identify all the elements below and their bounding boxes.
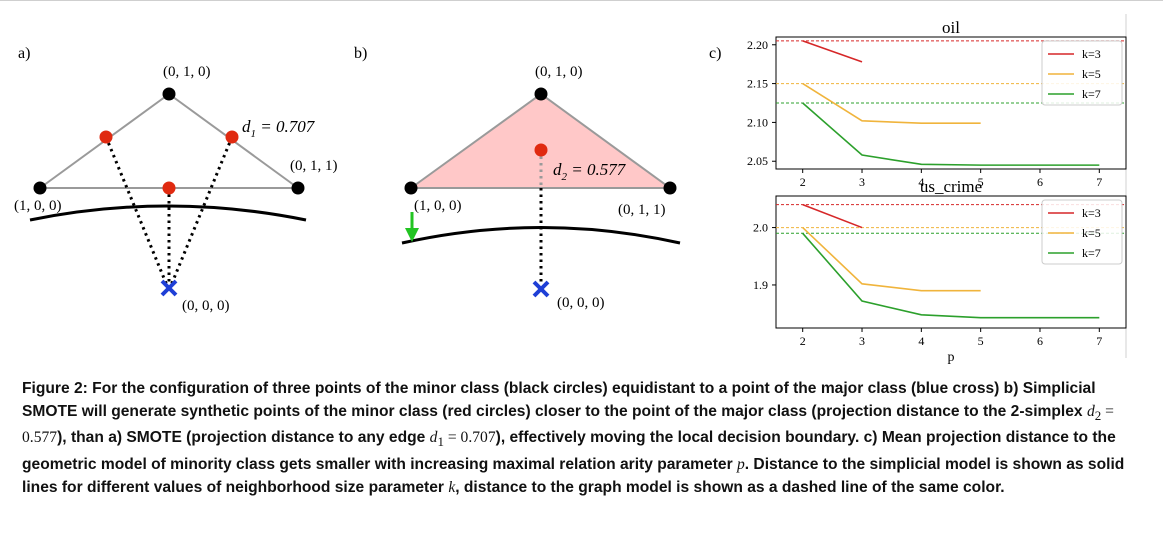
- figure: a) (0, 1, 0) (1, 0, 0) (0, 1, 1) (0, 0, …: [14, 14, 1127, 365]
- figure-caption: Figure 2: For the configuration of three…: [22, 378, 1142, 499]
- legend-label: k=7: [1082, 87, 1101, 101]
- vertex-top: [162, 87, 176, 101]
- vertex-right: [291, 181, 305, 195]
- vertex-top: [534, 87, 548, 101]
- series-line: [802, 102, 1100, 166]
- caption-text: , distance to the graph model is shown a…: [455, 478, 1005, 496]
- x-tick-label: 5: [978, 334, 984, 348]
- panel-a-label: a): [18, 45, 30, 62]
- legend-label: k=5: [1082, 226, 1101, 240]
- vertex-top-label: (0, 1, 0): [535, 64, 583, 80]
- y-tick-label: 2.10: [747, 115, 768, 129]
- y-tick-label: 1.9: [753, 278, 768, 292]
- origin-label: (0, 0, 0): [557, 295, 605, 311]
- decision-boundary: [29, 204, 307, 222]
- x-tick-label: 3: [859, 334, 865, 348]
- series-line: [802, 82, 981, 124]
- caption-math-d2: d2 = 0.577: [22, 402, 1114, 447]
- caption-text: ), effectively moving the local decision…: [22, 429, 1116, 473]
- y-tick-label: 2.05: [747, 154, 768, 168]
- x-tick-label: 6: [1037, 334, 1043, 348]
- chart-us-crime: us_crime 2 3 4 5 6 7 1.9 2.0 k=3 k=5 k=7 p: [753, 177, 1127, 365]
- panel-b-label: b): [354, 45, 367, 62]
- series-line: [802, 232, 1100, 319]
- caption-text: . Distance to the simplicial model is sh…: [22, 456, 1125, 496]
- vertex-left-label: (1, 0, 0): [414, 198, 462, 214]
- caption-param-p: p: [736, 456, 745, 473]
- x-tick-label: 2: [800, 334, 806, 348]
- vertex-right: [663, 181, 677, 195]
- caption-text: Figure 2: For the configuration of three…: [22, 380, 1096, 420]
- vertex-left: [404, 181, 418, 195]
- synthetic-point-middle: [162, 181, 176, 195]
- synthetic-point-left: [99, 130, 113, 144]
- caption-text: ), than a) SMOTE (projection distance to…: [57, 429, 430, 447]
- major-class-cross: [532, 280, 550, 298]
- panel-b: b) (0, 1, 0) (1, 0, 0) (0, 1, 1) (0, 0, …: [354, 45, 681, 311]
- y-tick-label: 2.15: [747, 77, 768, 91]
- x-tick-label: 5: [978, 175, 984, 189]
- vertex-right-label: (0, 1, 1): [618, 202, 666, 218]
- top-rule: [0, 0, 1163, 1]
- legend-label: k=3: [1082, 206, 1101, 220]
- chart-title: oil: [942, 18, 960, 37]
- x-tick-label: 7: [1096, 334, 1102, 348]
- chart-title: us_crime: [920, 177, 982, 196]
- x-tick-label: 7: [1096, 175, 1102, 189]
- synthetic-point-right: [225, 130, 239, 144]
- legend-label: k=3: [1082, 47, 1101, 61]
- caption-math-d1: d1 = 0.707: [429, 429, 496, 450]
- origin-label: (0, 0, 0): [182, 298, 230, 314]
- distance-label: d1 = 0.707: [242, 117, 316, 140]
- projection-right: [168, 136, 234, 289]
- series-line: [802, 40, 863, 63]
- y-tick-label: 2.0: [753, 221, 768, 235]
- legend-label: k=5: [1082, 67, 1101, 81]
- simplex-triangle: [407, 92, 674, 189]
- major-class-cross: [160, 279, 178, 297]
- legend-label: k=7: [1082, 246, 1101, 260]
- vertex-left-label: (1, 0, 0): [14, 198, 62, 214]
- distance-label: d2 = 0.577: [553, 160, 627, 183]
- vertex-left: [33, 181, 47, 195]
- panel-a: a) (0, 1, 0) (1, 0, 0) (0, 1, 1) (0, 0, …: [14, 45, 338, 314]
- boundary-shift-arrow-icon: [405, 212, 419, 242]
- caption-param-k: k: [448, 478, 456, 496]
- vertex-top-label: (0, 1, 0): [163, 64, 211, 80]
- plot-frame: [775, 195, 1127, 329]
- y-tick-label: 2.20: [747, 38, 768, 52]
- x-tick-label: 6: [1037, 175, 1043, 189]
- x-tick-label: 2: [800, 175, 806, 189]
- x-axis-label: p: [948, 350, 955, 365]
- x-tick-label: 4: [918, 334, 924, 348]
- x-tick-label: 3: [859, 175, 865, 189]
- synthetic-point: [534, 143, 548, 157]
- chart-oil: oil 2 3 4 5 6 7 2.05 2.10 2.15 2.20 k=3 k=5 k=7: [747, 18, 1127, 189]
- x-tick-label: 4: [918, 175, 924, 189]
- vertex-right-label: (0, 1, 1): [290, 158, 338, 174]
- legend-box: [1041, 199, 1123, 265]
- legend-box: [1041, 40, 1123, 106]
- series-line: [802, 203, 863, 229]
- panel-c-label: c): [709, 45, 721, 62]
- projection-left: [104, 136, 170, 289]
- series-line: [802, 226, 981, 292]
